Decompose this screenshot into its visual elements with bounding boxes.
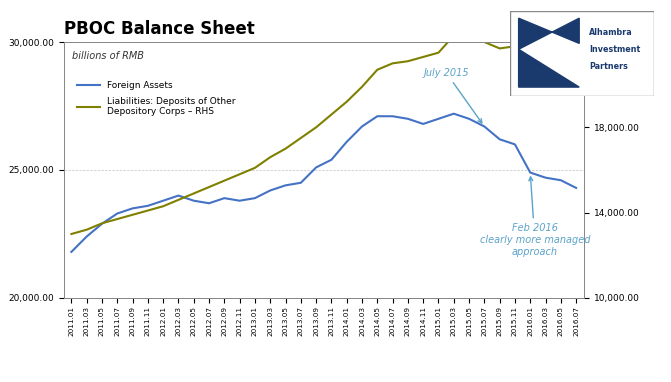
Text: Investment: Investment <box>589 45 641 54</box>
Text: Alhambra: Alhambra <box>589 28 633 37</box>
Text: Feb 2016
clearly more managed
approach: Feb 2016 clearly more managed approach <box>480 177 590 256</box>
Legend: Foreign Assets, Liabilities: Deposits of Other
Depository Corps – RHS: Foreign Assets, Liabilities: Deposits of… <box>73 77 239 120</box>
Polygon shape <box>519 18 579 87</box>
Text: Partners: Partners <box>589 62 628 71</box>
Text: billions of RMB: billions of RMB <box>72 51 144 61</box>
FancyBboxPatch shape <box>510 11 654 96</box>
Text: PBOC Balance Sheet: PBOC Balance Sheet <box>64 20 254 38</box>
Text: July 2015: July 2015 <box>423 68 482 123</box>
Text: March 2015: March 2015 <box>0 381 1 382</box>
